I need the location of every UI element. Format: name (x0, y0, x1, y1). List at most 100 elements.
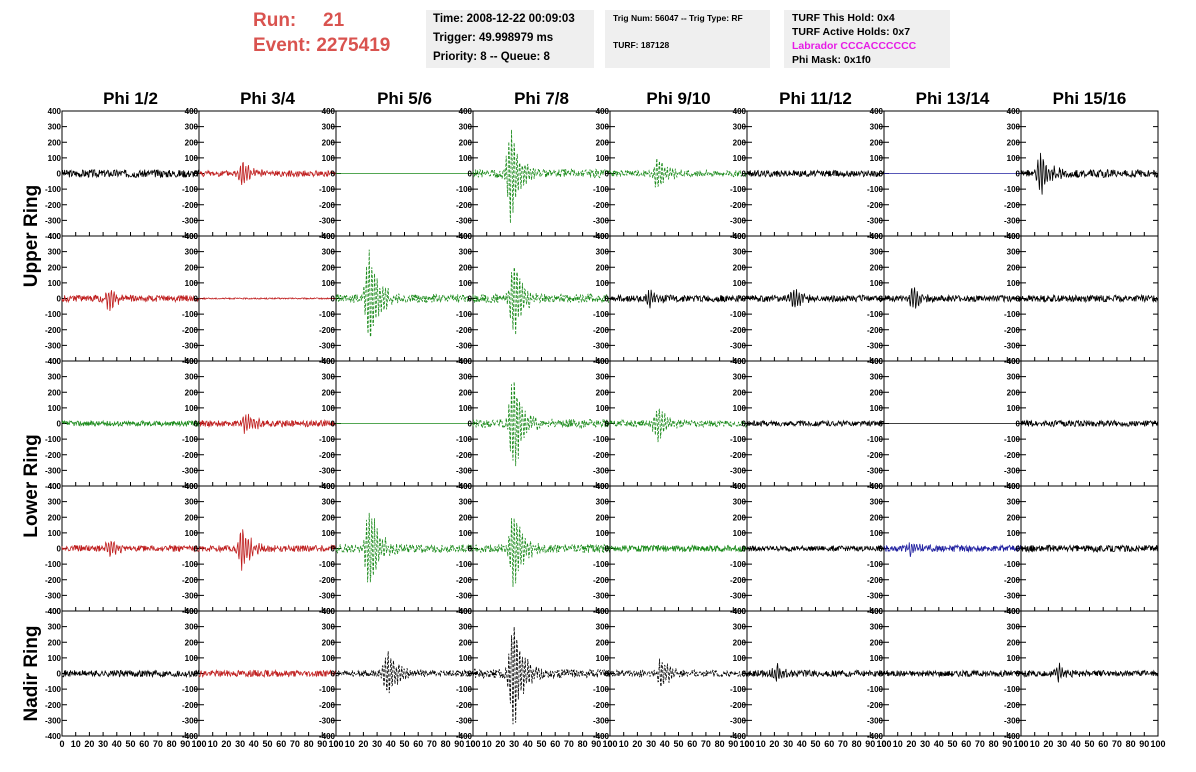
y-tick-label: -200 (319, 326, 336, 335)
y-tick-label: -300 (182, 466, 199, 475)
x-tick-label: 30 (783, 739, 793, 749)
y-tick-label: 300 (185, 123, 199, 132)
x-tick-label: 50 (947, 739, 957, 749)
run-label: Run: (253, 10, 297, 31)
y-tick-label: 200 (185, 263, 199, 272)
x-tick-label: 80 (441, 739, 451, 749)
y-tick-label: 400 (1007, 357, 1021, 366)
y-tick-label: 100 (733, 279, 747, 288)
y-tick-label: -300 (593, 216, 610, 225)
y-tick-label: 200 (322, 138, 336, 147)
y-tick-label: 0 (605, 545, 610, 554)
y-tick-label: 300 (596, 498, 610, 507)
waveform-trace (746, 544, 885, 553)
y-tick-label: 0 (879, 170, 884, 179)
y-tick-label: 300 (185, 373, 199, 382)
y-tick-label: 200 (870, 138, 884, 147)
y-tick-label: -100 (182, 185, 199, 194)
x-tick-label: 90 (1139, 739, 1149, 749)
y-tick-label: 200 (596, 388, 610, 397)
y-tick-label: 400 (48, 232, 62, 241)
time-text: Time: 2008-12-22 00:09:03 (433, 13, 575, 25)
y-tick-label: 300 (1007, 623, 1021, 632)
event-value: 2275419 (316, 35, 391, 56)
x-tick-label: 50 (399, 739, 409, 749)
waveform-trace (335, 512, 474, 583)
y-tick-label: 100 (733, 529, 747, 538)
waveform-trace (609, 544, 748, 554)
x-tick-label: 20 (358, 739, 368, 749)
y-tick-label: 100 (733, 404, 747, 413)
waveform-trace (746, 289, 885, 308)
y-tick-label: 200 (322, 513, 336, 522)
y-tick-label: -200 (319, 201, 336, 210)
y-tick-label: -100 (1004, 685, 1021, 694)
y-tick-label: 300 (322, 123, 336, 132)
waveform-trace (198, 296, 337, 301)
turf-info-box: TURF This Hold: 0x4 TURF Active Holds: 0… (784, 10, 950, 68)
x-tick-label: 90 (180, 739, 190, 749)
y-tick-label: -300 (182, 216, 199, 225)
y-tick-label: 300 (48, 123, 62, 132)
x-tick-label: 30 (646, 739, 656, 749)
y-tick-label: -200 (867, 576, 884, 585)
trig-num-text: Trig Num: 56047 -- Trig Type: RF (613, 13, 743, 23)
y-tick-label: 100 (459, 404, 473, 413)
y-tick-label: -100 (730, 185, 747, 194)
y-tick-label: 200 (733, 138, 747, 147)
y-tick-label: -200 (456, 576, 473, 585)
y-tick-label: -400 (45, 482, 62, 491)
y-tick-label: 0 (879, 295, 884, 304)
y-tick-label: 300 (596, 373, 610, 382)
y-tick-label: 200 (596, 638, 610, 647)
y-tick-label: -200 (593, 576, 610, 585)
y-tick-label: 100 (596, 404, 610, 413)
y-tick-label: 200 (459, 138, 473, 147)
y-tick-label: 400 (48, 357, 62, 366)
column-header: Phi 7/8 (514, 89, 569, 108)
x-tick-label: 80 (167, 739, 177, 749)
y-tick-label: 200 (733, 388, 747, 397)
y-tick-label: 300 (459, 498, 473, 507)
y-tick-label: 400 (1007, 232, 1021, 241)
y-tick-label: 300 (48, 373, 62, 382)
y-tick-label: 300 (1007, 373, 1021, 382)
row-label: Nadir Ring (21, 625, 42, 721)
y-tick-label: -200 (1004, 451, 1021, 460)
y-tick-label: 0 (468, 670, 473, 679)
y-tick-label: 0 (57, 545, 62, 554)
y-tick-label: 300 (48, 498, 62, 507)
y-tick-label: -400 (319, 732, 336, 741)
x-tick-label: 100 (602, 739, 617, 749)
y-tick-label: 100 (596, 654, 610, 663)
y-tick-label: -100 (593, 185, 610, 194)
y-tick-label: 300 (185, 498, 199, 507)
trigger-text: Trigger: 49.998979 ms (433, 32, 554, 44)
waveform-trace (1020, 662, 1159, 683)
event-label: Event: (253, 35, 312, 56)
y-tick-label: 400 (596, 232, 610, 241)
y-tick-label: 400 (48, 482, 62, 491)
waveform-trace (883, 542, 1022, 557)
y-tick-label: -300 (319, 216, 336, 225)
x-tick-label: 60 (687, 739, 697, 749)
x-tick-label: 40 (112, 739, 122, 749)
x-tick-label: 70 (153, 739, 163, 749)
x-tick-label: 60 (824, 739, 834, 749)
waveform-trace (335, 651, 474, 694)
y-tick-label: -300 (45, 341, 62, 350)
y-tick-label: -200 (867, 201, 884, 210)
y-tick-label: -200 (730, 326, 747, 335)
x-tick-label: 30 (1057, 739, 1067, 749)
y-tick-label: 400 (322, 107, 336, 116)
y-tick-label: -300 (319, 591, 336, 600)
y-tick-label: 300 (1007, 498, 1021, 507)
x-tick-label: 60 (961, 739, 971, 749)
y-tick-label: -100 (867, 185, 884, 194)
x-tick-label: 60 (413, 739, 423, 749)
y-tick-label: -200 (319, 576, 336, 585)
y-tick-label: 100 (596, 529, 610, 538)
y-tick-label: -400 (456, 732, 473, 741)
y-tick-label: -200 (45, 576, 62, 585)
y-tick-label: 100 (185, 404, 199, 413)
